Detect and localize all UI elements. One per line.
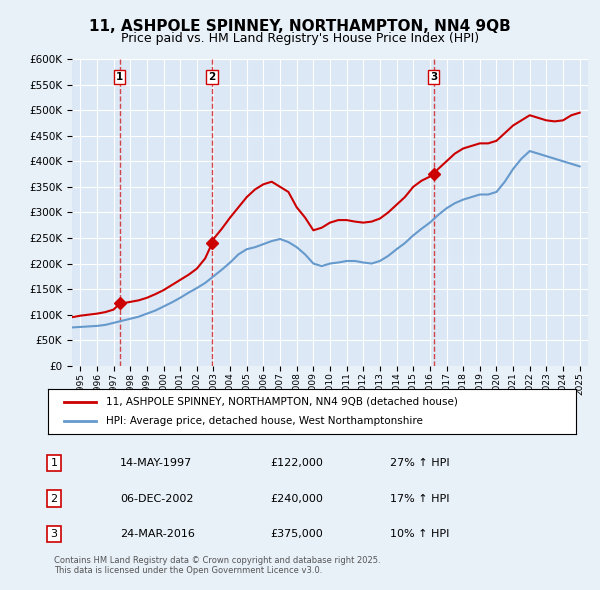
Text: HPI: Average price, detached house, West Northamptonshire: HPI: Average price, detached house, West… [106,417,423,426]
Text: 24-MAR-2016: 24-MAR-2016 [120,529,195,539]
Text: £375,000: £375,000 [270,529,323,539]
Text: 27% ↑ HPI: 27% ↑ HPI [390,458,449,468]
Text: 2: 2 [209,73,216,83]
Text: 3: 3 [50,529,58,539]
Text: 1: 1 [50,458,58,468]
Text: 3: 3 [430,73,437,83]
Text: Price paid vs. HM Land Registry's House Price Index (HPI): Price paid vs. HM Land Registry's House … [121,32,479,45]
Text: 2: 2 [50,494,58,503]
Text: 11, ASHPOLE SPINNEY, NORTHAMPTON, NN4 9QB: 11, ASHPOLE SPINNEY, NORTHAMPTON, NN4 9Q… [89,19,511,34]
Text: 14-MAY-1997: 14-MAY-1997 [120,458,192,468]
Text: £122,000: £122,000 [270,458,323,468]
Text: Contains HM Land Registry data © Crown copyright and database right 2025.
This d: Contains HM Land Registry data © Crown c… [54,556,380,575]
Text: 10% ↑ HPI: 10% ↑ HPI [390,529,449,539]
Text: 06-DEC-2002: 06-DEC-2002 [120,494,193,503]
Text: £240,000: £240,000 [270,494,323,503]
Text: 11, ASHPOLE SPINNEY, NORTHAMPTON, NN4 9QB (detached house): 11, ASHPOLE SPINNEY, NORTHAMPTON, NN4 9Q… [106,397,458,407]
Text: 1: 1 [116,73,124,83]
Text: 17% ↑ HPI: 17% ↑ HPI [390,494,449,503]
